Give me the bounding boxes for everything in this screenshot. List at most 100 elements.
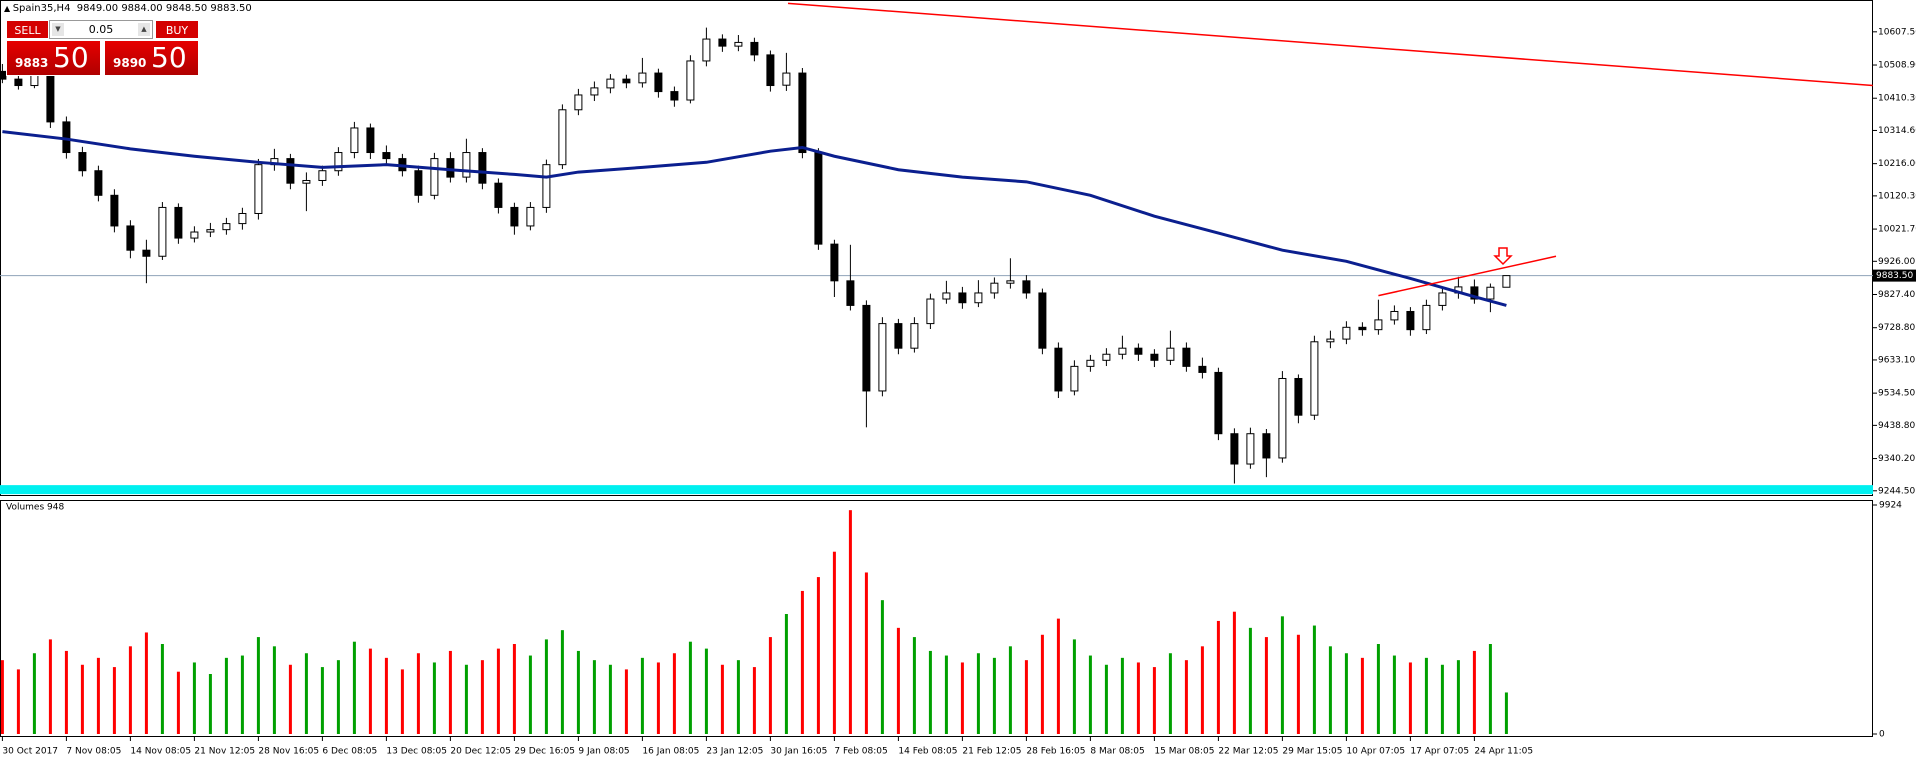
volume-bar xyxy=(336,660,340,734)
candle-body xyxy=(1294,377,1303,416)
candle-body xyxy=(846,280,855,306)
candle-body xyxy=(942,292,951,300)
volume-bar xyxy=(1312,625,1316,734)
volume-bar xyxy=(1376,644,1380,734)
candle-body xyxy=(350,127,359,154)
signal-arrow xyxy=(1493,247,1513,266)
candle-body xyxy=(702,38,711,62)
candle-body xyxy=(1486,286,1495,300)
candle-body xyxy=(734,41,743,47)
y-tick-label: 10120.30 xyxy=(1878,191,1916,201)
volume-bar xyxy=(992,657,996,734)
trendline xyxy=(1378,255,1557,297)
candle-body xyxy=(382,152,391,160)
buy-button[interactable]: BUY xyxy=(155,20,199,39)
x-tick-label: 23 Jan 12:05 xyxy=(706,747,763,757)
ask-small: 50 xyxy=(151,41,187,74)
volume-bar xyxy=(32,653,36,734)
volume-bar xyxy=(48,639,52,734)
volume-bar xyxy=(80,664,84,734)
candle-body xyxy=(126,225,135,251)
candle-body xyxy=(1118,347,1127,355)
x-tick-label: 13 Dec 08:05 xyxy=(386,747,447,757)
candle-body xyxy=(1022,280,1031,294)
volume-bar xyxy=(384,657,388,734)
volume-bar xyxy=(1024,660,1028,734)
candle-body xyxy=(302,179,311,184)
volume-bar xyxy=(1424,657,1428,734)
candle-body xyxy=(1310,341,1319,416)
candle-body xyxy=(206,229,215,233)
volume-bar xyxy=(832,551,836,734)
candle-body xyxy=(62,121,71,154)
candle-body xyxy=(1006,280,1015,284)
candle-body xyxy=(286,158,295,184)
candle-body xyxy=(622,78,631,84)
volume-bar xyxy=(240,655,244,734)
volume-bar xyxy=(720,664,724,734)
candle-body xyxy=(94,170,103,196)
volume-bar xyxy=(1136,662,1140,734)
y-tick-label: 9244.50 xyxy=(1878,486,1915,496)
candle-body xyxy=(446,158,455,178)
bid-box[interactable]: 9883 50 xyxy=(6,40,101,76)
candle-body xyxy=(670,91,679,101)
volume-bar xyxy=(1440,664,1444,734)
candle-body xyxy=(1102,353,1111,361)
candle-body xyxy=(862,304,871,392)
lot-down[interactable]: ▼ xyxy=(52,23,64,36)
candle-body xyxy=(14,78,23,87)
candle-body xyxy=(974,292,983,304)
volume-bar xyxy=(656,662,660,734)
x-tick-label: 14 Nov 08:05 xyxy=(130,747,191,757)
lot-value: 0.05 xyxy=(88,23,114,36)
candle-body xyxy=(1278,377,1287,459)
volume-bar xyxy=(560,630,564,734)
volume-bar xyxy=(848,510,852,734)
volume-bar xyxy=(432,662,436,734)
volume-plot xyxy=(0,510,1508,734)
main-plot xyxy=(0,2,1873,495)
y-tick-label: 9534.50 xyxy=(1878,389,1915,399)
candle-body xyxy=(526,206,535,227)
volume-bar xyxy=(16,669,20,734)
volume-bar xyxy=(96,657,100,734)
volume-bar xyxy=(960,662,964,734)
y-tick-label: 9926.00 xyxy=(1878,257,1915,267)
candle-body xyxy=(0,70,7,80)
candle-body xyxy=(174,206,183,239)
volume-bar xyxy=(896,627,900,734)
candle-body xyxy=(782,72,791,86)
candle-body xyxy=(318,170,327,181)
volume-bar xyxy=(640,657,644,734)
lot-up[interactable]: ▲ xyxy=(138,23,150,36)
candle-body xyxy=(766,54,775,87)
volume-bar xyxy=(416,653,420,734)
x-tick-label: 15 Mar 08:05 xyxy=(1154,747,1214,757)
candle-body xyxy=(990,282,999,294)
candle-body xyxy=(1502,275,1511,288)
y-tick-label: 10410.30 xyxy=(1878,94,1916,104)
volume-bar xyxy=(272,646,276,734)
volume-bar xyxy=(64,650,68,734)
volume-title: Volumes 948 xyxy=(6,503,64,513)
sell-button[interactable]: SELL xyxy=(6,20,49,39)
candle-body xyxy=(1422,304,1431,331)
x-tick-label: 8 Mar 08:05 xyxy=(1090,747,1144,757)
candle-body xyxy=(1390,310,1399,321)
candle-body xyxy=(606,78,615,89)
volume-bar xyxy=(160,644,164,734)
lot-spinner[interactable]: ▼ 0.05 ▲ xyxy=(49,20,153,39)
candle-body xyxy=(142,249,151,257)
candle-body xyxy=(510,206,519,227)
ask-box[interactable]: 9890 50 xyxy=(104,40,199,76)
x-tick-label: 29 Dec 16:05 xyxy=(514,747,575,757)
candle-body xyxy=(462,152,471,178)
volume-bar xyxy=(208,674,212,734)
candle-body xyxy=(1246,433,1255,465)
price-label-bg xyxy=(1873,269,1916,282)
candle-body xyxy=(1374,319,1383,331)
volume-bar xyxy=(1008,646,1012,734)
